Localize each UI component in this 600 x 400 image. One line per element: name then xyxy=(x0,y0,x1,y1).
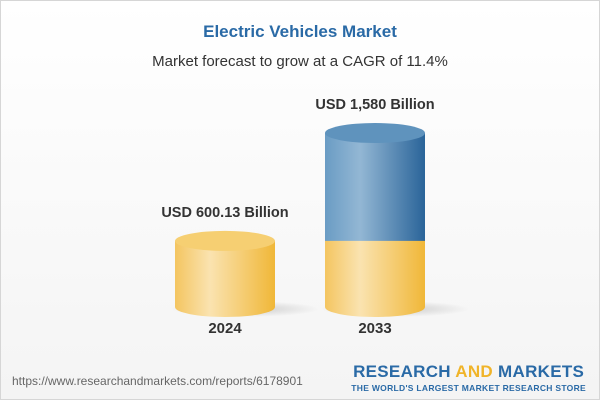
data-label: USD 1,580 Billion xyxy=(315,97,434,113)
bar-2024-body xyxy=(175,240,275,317)
source-url[interactable]: https://www.researchandmarkets.com/repor… xyxy=(12,374,303,388)
category-label: 2033 xyxy=(358,320,391,337)
research-and-markets-logo: RESEARCH AND MARKETS THE WORLD'S LARGEST… xyxy=(351,362,586,393)
chart-subtitle: Market forecast to grow at a CAGR of 11.… xyxy=(152,53,448,70)
bar-2033-growth-top xyxy=(325,123,425,143)
category-label: 2024 xyxy=(208,320,242,337)
bar-2033-base-body xyxy=(325,240,425,317)
chart-title: Electric Vehicles Market xyxy=(203,22,397,41)
bar-2024-top xyxy=(175,230,275,251)
data-label: USD 600.13 Billion xyxy=(161,205,288,221)
bar-2033-growth-body xyxy=(325,133,425,252)
